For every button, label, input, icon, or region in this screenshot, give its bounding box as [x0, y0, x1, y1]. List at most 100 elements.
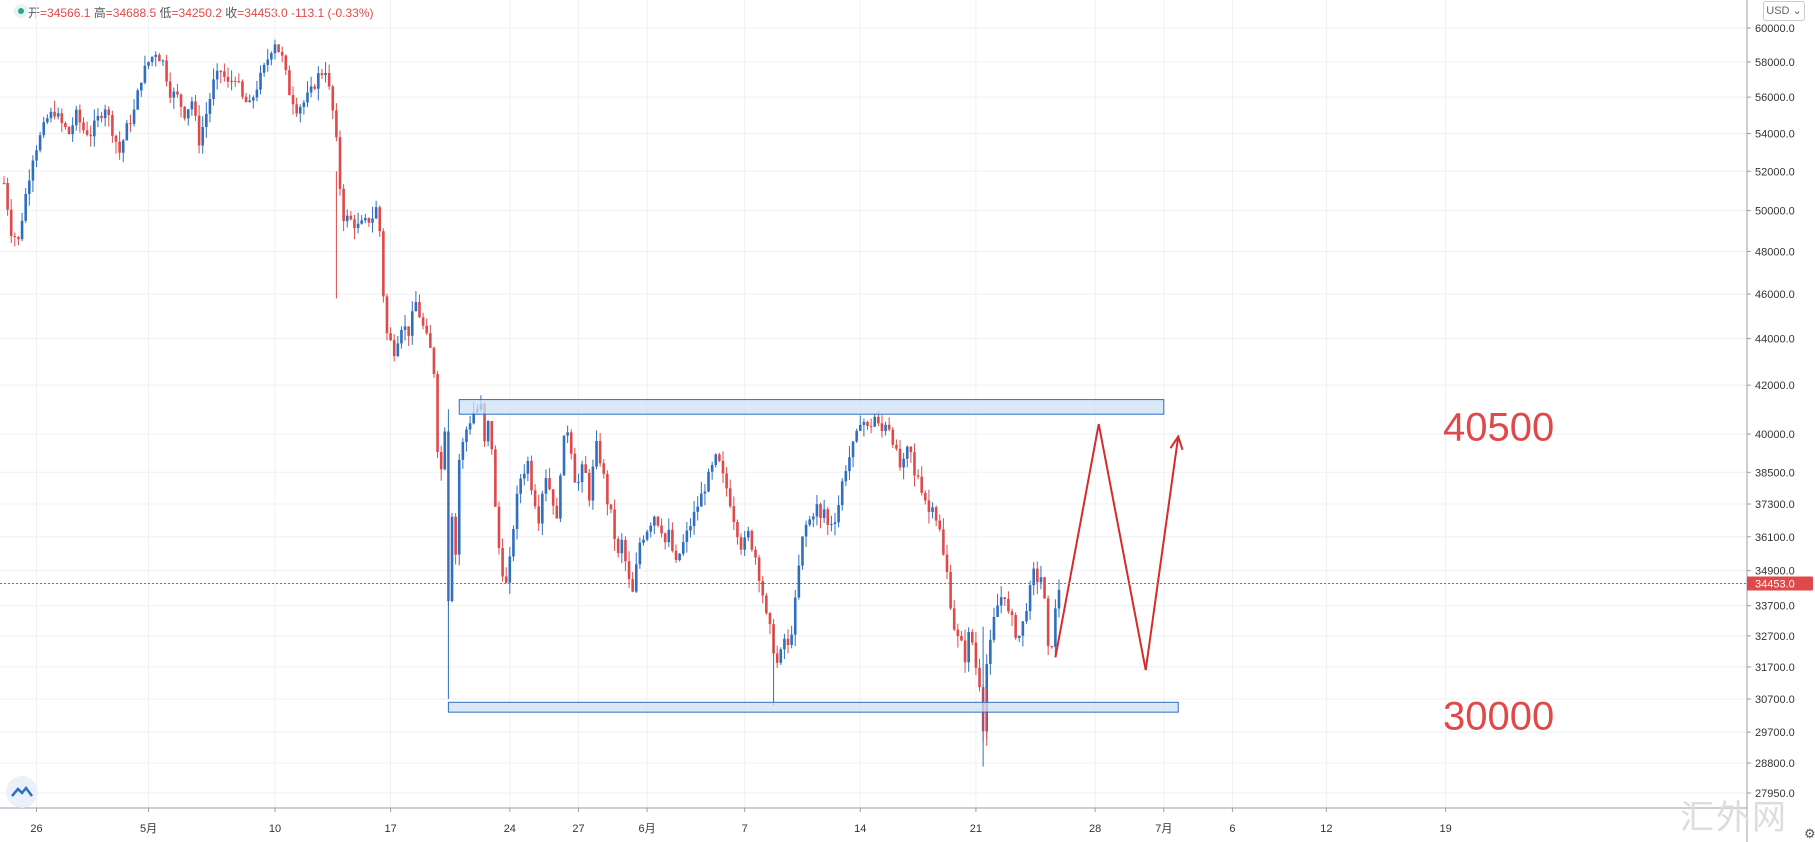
candle-body	[132, 109, 136, 124]
x-tick-label: 7月	[1155, 823, 1172, 835]
candle-body	[490, 420, 494, 450]
candle-body	[562, 435, 566, 476]
candle-body	[902, 458, 905, 468]
candle-body	[309, 86, 313, 93]
candle-body	[855, 430, 858, 442]
candle-body	[201, 127, 205, 146]
candle-body	[121, 140, 125, 153]
x-tick-label: 24	[504, 823, 516, 835]
x-tick-label: 21	[970, 823, 982, 835]
candle-body	[89, 134, 93, 137]
y-tick-label: 36100.0	[1755, 532, 1795, 544]
candle-body	[761, 580, 765, 596]
candle-body	[172, 91, 176, 98]
candle-body	[208, 98, 212, 114]
candle-body	[64, 123, 67, 128]
candle-body	[147, 62, 150, 66]
x-tick-label: 6	[1229, 823, 1235, 835]
candle-body	[1028, 585, 1032, 612]
candle-body	[237, 81, 241, 83]
candle-body	[775, 653, 779, 663]
candle-body	[349, 215, 353, 220]
candle-body	[298, 107, 302, 114]
candle-body	[93, 120, 96, 137]
candle-body	[700, 493, 703, 507]
candle-body	[732, 506, 736, 522]
candle-body	[797, 565, 801, 598]
candle-body	[324, 72, 327, 76]
candle-body	[331, 86, 335, 111]
candle-body	[190, 101, 194, 110]
candle-body	[645, 531, 649, 540]
candle-body	[71, 125, 74, 135]
candle-body	[588, 472, 591, 501]
candle-body	[504, 576, 508, 583]
candle-body	[364, 218, 367, 221]
x-tick-label: 14	[854, 823, 866, 835]
candle-body	[898, 448, 902, 468]
candle-body	[266, 59, 270, 65]
candle-body	[111, 115, 114, 136]
candle-body	[754, 549, 757, 558]
candle-body	[259, 72, 262, 90]
candle-body	[757, 557, 761, 581]
y-tick-label: 29700.0	[1755, 727, 1795, 739]
candle-body	[118, 141, 121, 153]
candle-body	[125, 123, 129, 141]
candle-body	[786, 638, 790, 645]
candle-body	[801, 536, 804, 566]
candle-body	[696, 506, 699, 512]
last-price-tag	[1747, 576, 1813, 591]
candle-body	[1025, 611, 1028, 622]
candle-body	[194, 101, 197, 116]
settings-gear-icon[interactable]: ⚙	[1804, 826, 1815, 841]
candle-body	[421, 317, 425, 326]
candle-body	[150, 56, 154, 63]
candle-body	[461, 442, 465, 460]
y-tick-label: 28800.0	[1755, 758, 1795, 770]
brand-logo-icon[interactable]	[6, 776, 38, 808]
candle-body	[942, 529, 945, 555]
candle-body	[718, 454, 721, 461]
candle-body	[678, 553, 681, 560]
candle-body	[913, 452, 916, 476]
candle-body	[580, 464, 584, 483]
candle-body	[85, 130, 89, 135]
x-tick-label: 26	[30, 823, 42, 835]
candle-body	[1032, 568, 1036, 586]
candle-body	[74, 109, 78, 126]
close-label: 收	[225, 6, 238, 20]
candle-body	[631, 579, 634, 592]
candle-body	[100, 115, 103, 119]
candle-body	[634, 564, 638, 592]
y-tick-label: 52000.0	[1755, 166, 1795, 178]
candle-body	[353, 219, 356, 228]
candle-body	[685, 530, 689, 543]
y-tick-label: 60000.0	[1755, 23, 1795, 35]
candle-body	[707, 471, 710, 492]
candle-body	[436, 374, 439, 452]
candle-body	[432, 347, 436, 375]
projection-path	[1054, 423, 1180, 671]
candle-body	[114, 135, 118, 142]
candle-body	[566, 432, 569, 436]
candle-body	[317, 73, 320, 89]
candle-body	[42, 122, 46, 136]
x-tick-label: 10	[269, 823, 281, 835]
candle-body	[385, 296, 389, 334]
candle-body	[378, 207, 382, 232]
candle-body	[837, 505, 840, 523]
currency-selector[interactable]: USD ⌄	[1763, 1, 1805, 21]
candle-body	[280, 51, 284, 56]
candle-body	[472, 412, 475, 424]
candle-body	[624, 539, 627, 562]
candle-body	[17, 237, 20, 240]
candle-body	[949, 571, 952, 609]
candle-body	[862, 421, 866, 425]
candle-body	[526, 460, 530, 474]
high-value: =34688.5	[105, 6, 157, 20]
candle-body	[360, 220, 363, 224]
candle-body	[486, 420, 490, 442]
candle-body	[103, 109, 107, 119]
